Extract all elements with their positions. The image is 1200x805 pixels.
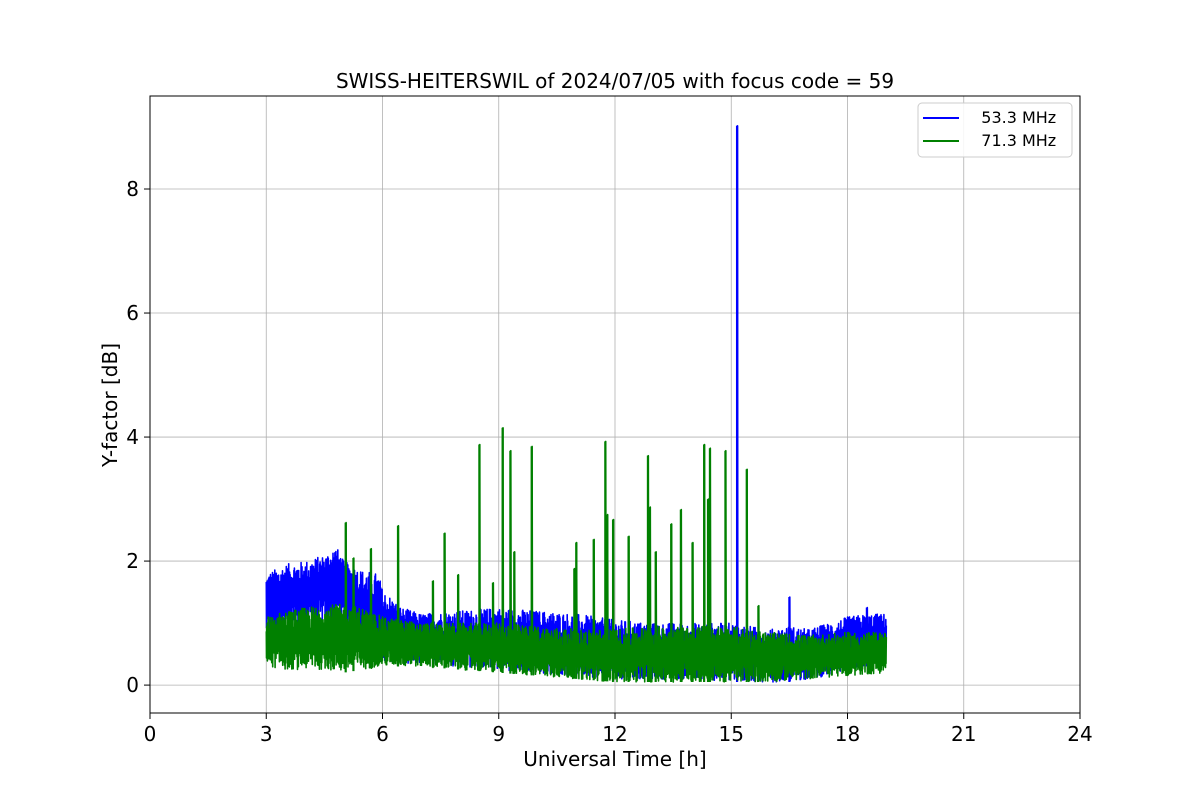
x-tick-label: 24	[1067, 722, 1092, 746]
x-axis-label: Universal Time [h]	[523, 747, 706, 771]
y-tick-label: 4	[126, 425, 139, 449]
x-tick-label: 18	[835, 722, 860, 746]
legend-box	[917, 102, 1073, 158]
legend-label-71-3: 71.3 MHz	[966, 131, 1056, 150]
x-tick-label: 12	[602, 722, 627, 746]
y-axis-label: Y-factor [dB]	[98, 343, 122, 468]
legend: 53.3 MHz 71.3 MHz	[917, 102, 1073, 158]
plot-area	[265, 125, 888, 683]
x-tick-label: 3	[260, 722, 273, 746]
y-tick-label: 8	[126, 177, 139, 201]
x-tick-label: 15	[719, 722, 744, 746]
y-tick-label: 6	[126, 301, 139, 325]
legend-label-53-3: 53.3 MHz	[966, 108, 1056, 127]
y-tick-label: 2	[126, 549, 139, 573]
x-tick-label: 9	[492, 722, 505, 746]
series-1	[265, 426, 888, 683]
y-tick-label: 0	[126, 673, 139, 697]
chart-title: SWISS-HEITERSWIL of 2024/07/05 with focu…	[336, 69, 894, 93]
x-tick-label: 0	[144, 722, 157, 746]
x-tick-label: 21	[951, 722, 976, 746]
x-tick-label: 6	[376, 722, 389, 746]
grid	[149, 96, 1081, 713]
